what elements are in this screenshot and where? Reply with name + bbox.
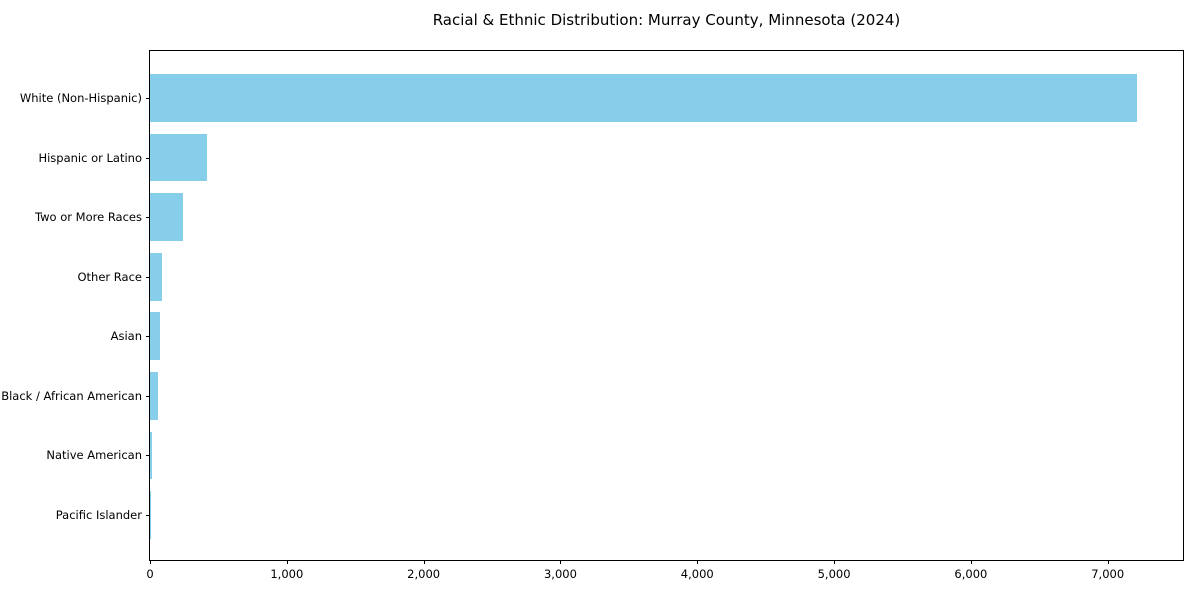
x-tick-label: 4,000	[680, 567, 714, 581]
bar	[150, 312, 161, 361]
y-tick-mark	[146, 217, 150, 219]
bar	[150, 74, 1138, 122]
x-tick-mark	[560, 560, 562, 564]
y-axis-label: Black / African American	[1, 388, 142, 403]
x-tick-mark	[286, 560, 288, 564]
bar	[150, 252, 162, 301]
x-tick-label: 5,000	[817, 567, 851, 581]
y-tick-mark	[146, 276, 150, 278]
x-tick-label: 2,000	[407, 567, 441, 581]
x-tick-label: 6,000	[954, 567, 988, 581]
y-axis-label: Other Race	[77, 269, 143, 284]
y-axis-label: Two or More Races	[35, 210, 142, 225]
y-tick-mark	[146, 157, 150, 159]
bar	[150, 372, 158, 420]
y-axis-label: Pacific Islander	[55, 507, 142, 522]
bar	[150, 431, 153, 480]
plot-area: White (Non-Hispanic) Hispanic or Latino Tw…	[1, 50, 1184, 581]
x-tick-mark	[1107, 560, 1109, 564]
chart-title: Racial & Ethnic Distribution: Murray Cou…	[432, 11, 901, 29]
y-tick-mark	[146, 514, 150, 516]
y-tick-mark	[146, 98, 150, 100]
x-tick-label: 3,000	[543, 567, 577, 581]
y-axis-label: Asian	[110, 329, 142, 344]
y-axis-label: White (Non-Hispanic)	[19, 91, 142, 106]
bar	[150, 133, 208, 182]
x-tick-mark	[150, 560, 151, 564]
y-tick-mark	[146, 336, 150, 338]
x-tick-mark	[423, 560, 425, 564]
x-tick-label: 1,000	[270, 567, 304, 581]
y-tick-mark	[146, 395, 150, 397]
y-tick-mark	[146, 455, 150, 457]
x-tick-mark	[970, 560, 972, 564]
x-tick-label: 0	[146, 567, 154, 581]
x-tick-label: 7,000	[1091, 567, 1125, 581]
x-tick-mark	[834, 560, 836, 564]
y-axis-label: Native American	[46, 448, 142, 463]
bar	[150, 193, 184, 241]
x-tick-mark	[697, 560, 699, 564]
y-axis-label: Hispanic or Latino	[38, 150, 142, 165]
